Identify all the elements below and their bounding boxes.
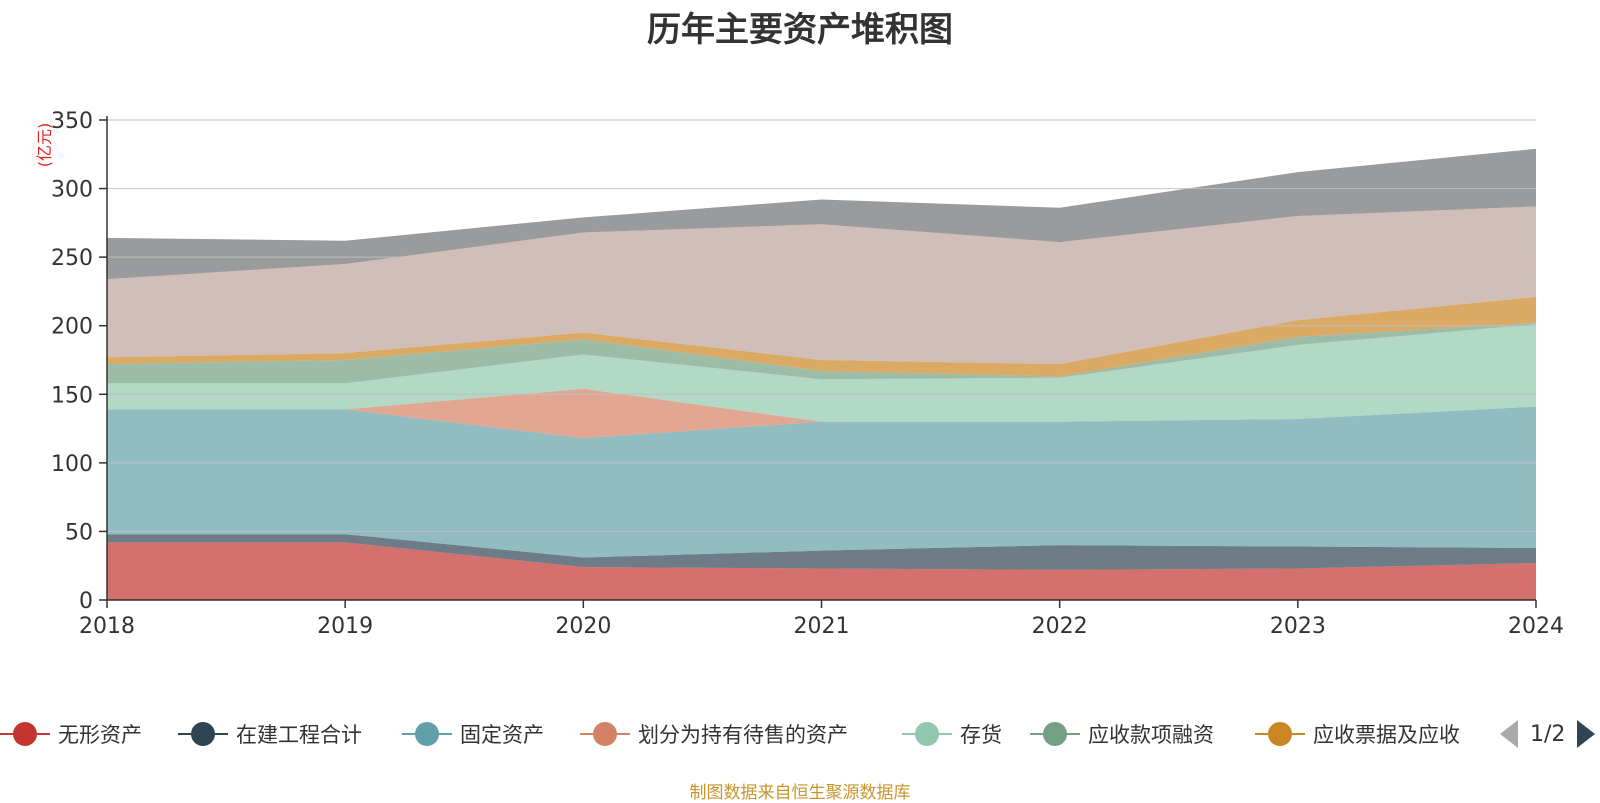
legend-label: 划分为持有待售的资产 [638,723,848,747]
area-series-8 [107,148,1536,280]
area-series-2 [107,406,1536,558]
y-tick-label: 50 [65,520,93,545]
x-tick-label: 2021 [794,614,850,639]
legend-item-construction-in-progress[interactable]: 在建工程合计 [178,716,362,752]
legend-marker [178,722,228,746]
legend-marker [402,722,452,746]
legend-item-inventory[interactable]: 存货 [902,716,1002,752]
area-series-3 [107,388,1536,439]
x-tick-label: 2018 [79,614,135,639]
x-tick-label: 2022 [1032,614,1088,639]
chart-title: 历年主要资产堆积图 [647,10,953,50]
area-series-6 [107,296,1536,377]
legend-item-notes-and-accounts-receivable[interactable]: 应收票据及应收 [1255,716,1460,752]
y-tick-label: 350 [51,109,93,134]
y-tick-label: 300 [51,178,93,203]
legend-marker [1255,722,1305,746]
previous-page-icon[interactable] [1500,720,1518,748]
legend-item-held-for-sale-assets[interactable]: 划分为持有待售的资产 [580,716,848,752]
x-tick-label: 2020 [555,614,611,639]
area-series-0 [107,542,1536,600]
y-tick-label: 100 [51,452,93,477]
x-tick-label: 2019 [317,614,373,639]
legend-label: 应收票据及应收 [1313,723,1460,747]
y-axis-unit-label: (亿元) [35,123,54,168]
area-series-1 [107,534,1536,570]
data-source-note: 制图数据来自恒生聚源数据库 [689,783,911,803]
legend-label: 无形资产 [58,723,142,747]
next-page-icon[interactable] [1577,720,1596,748]
legend-marker [0,722,50,746]
legend-item-intangible-assets[interactable]: 无形资产 [0,716,142,752]
stacked-area-chart: 0 50 100 150 200 250 300 350 2018 2019 2020 2021 202… [35,109,1564,639]
legend-marker [902,722,952,746]
area-series-5 [107,323,1536,384]
legend-label: 存货 [960,723,1002,747]
legend-label: 应收款项融资 [1088,723,1214,747]
legend-label: 在建工程合计 [236,723,362,747]
y-tick-label: 250 [51,246,93,271]
area-series-4 [107,324,1536,422]
legend-page-indicator: 1/2 [1530,721,1566,747]
legend-marker [1030,722,1080,746]
y-tick-label: 0 [79,589,93,614]
area-series-7 [107,206,1536,365]
legend-label: 固定资产 [460,723,544,747]
y-tick-label: 200 [51,315,93,340]
legend-item-fixed-assets[interactable]: 固定资产 [402,716,544,752]
x-tick-label: 2023 [1270,614,1326,639]
y-tick-label: 150 [51,383,93,408]
legend-pager: 1/2 [1500,716,1596,752]
legend-item-receivables-financing[interactable]: 应收款项融资 [1030,716,1214,752]
legend-marker [580,722,630,746]
x-tick-label: 2024 [1508,614,1564,639]
